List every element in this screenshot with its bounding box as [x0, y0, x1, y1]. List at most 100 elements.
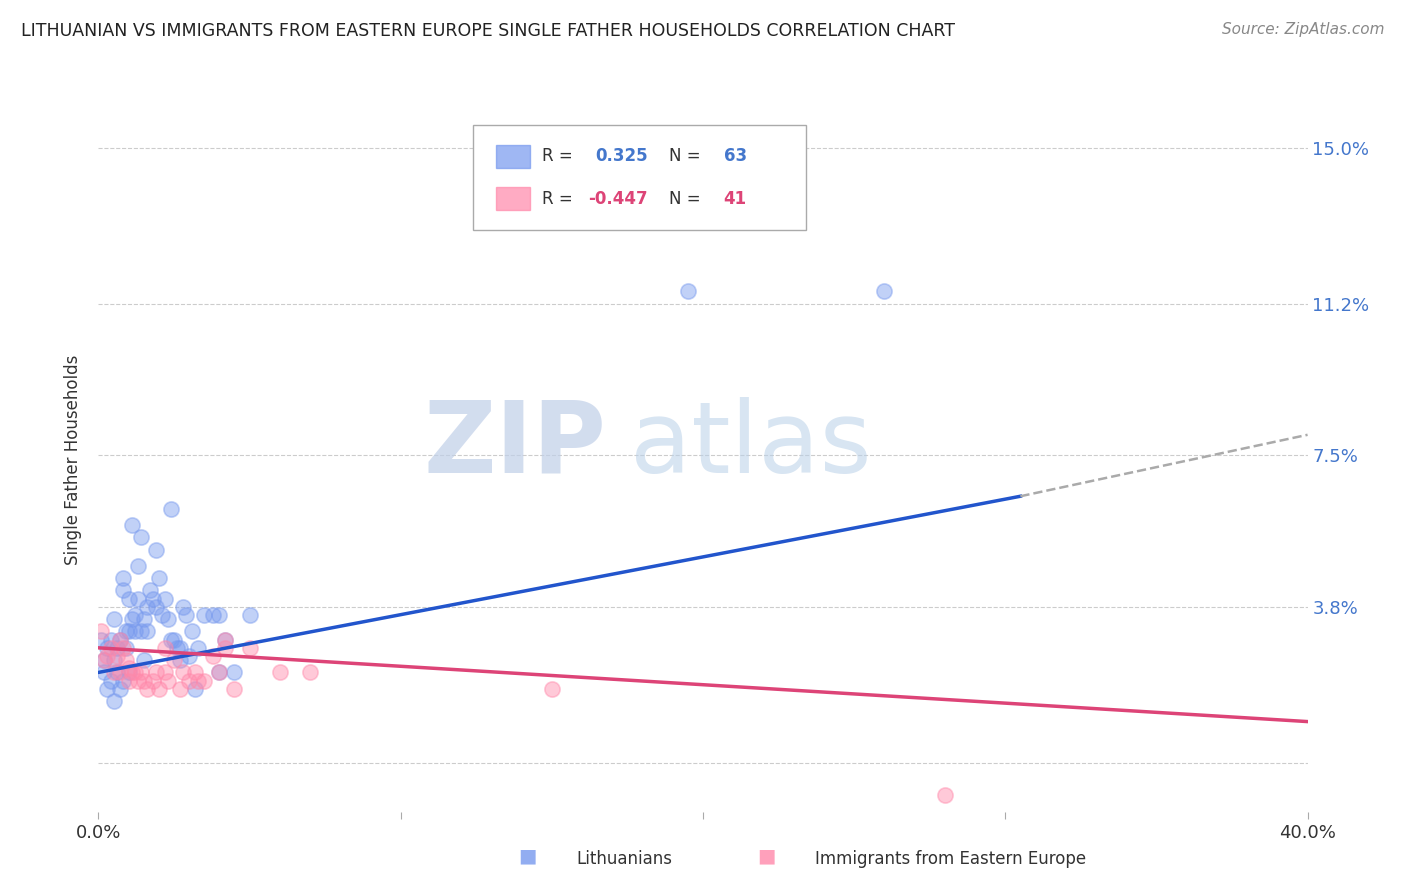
- Point: [127, 673, 149, 688]
- Point: [90, 624, 112, 639]
- Point: [124, 624, 146, 639]
- Point: [179, 648, 201, 663]
- Point: [129, 624, 152, 639]
- FancyBboxPatch shape: [496, 187, 530, 210]
- Point: [224, 681, 246, 696]
- Point: [121, 517, 143, 532]
- Point: [169, 640, 191, 655]
- Point: [208, 608, 231, 623]
- Point: [103, 665, 125, 680]
- Point: [239, 608, 262, 623]
- Point: [145, 665, 167, 680]
- Point: [118, 673, 141, 688]
- Point: [93, 653, 115, 667]
- Point: [172, 599, 194, 614]
- Point: [127, 558, 149, 573]
- Text: Immigrants from Eastern Europe: Immigrants from Eastern Europe: [815, 850, 1087, 868]
- Point: [111, 571, 134, 585]
- Text: ■: ■: [517, 847, 537, 866]
- Point: [108, 632, 131, 647]
- Point: [105, 640, 128, 655]
- Text: -0.447: -0.447: [588, 190, 648, 208]
- Point: [108, 632, 131, 647]
- Point: [269, 665, 291, 680]
- Point: [100, 632, 122, 647]
- Point: [163, 632, 186, 647]
- Point: [135, 599, 157, 614]
- Point: [132, 673, 155, 688]
- Point: [299, 665, 322, 680]
- Point: [118, 661, 141, 675]
- Point: [148, 571, 170, 585]
- Point: [114, 624, 136, 639]
- Point: [148, 681, 170, 696]
- Point: [184, 665, 207, 680]
- Text: ZIP: ZIP: [423, 397, 606, 494]
- Point: [100, 673, 122, 688]
- Point: [108, 665, 131, 680]
- Text: N =: N =: [669, 190, 706, 208]
- Point: [132, 653, 155, 667]
- Point: [114, 653, 136, 667]
- Point: [676, 285, 699, 299]
- Point: [163, 653, 186, 667]
- Text: LITHUANIAN VS IMMIGRANTS FROM EASTERN EUROPE SINGLE FATHER HOUSEHOLDS CORRELATIO: LITHUANIAN VS IMMIGRANTS FROM EASTERN EU…: [21, 22, 955, 40]
- Point: [129, 665, 152, 680]
- Point: [124, 665, 146, 680]
- Point: [93, 653, 115, 667]
- Point: [153, 665, 176, 680]
- Point: [103, 653, 125, 667]
- Point: [187, 673, 209, 688]
- Point: [118, 591, 141, 606]
- Text: ■: ■: [756, 847, 776, 866]
- Point: [153, 640, 176, 655]
- Point: [114, 640, 136, 655]
- Point: [174, 608, 197, 623]
- Point: [169, 681, 191, 696]
- Point: [193, 673, 215, 688]
- Point: [96, 640, 118, 655]
- Point: [139, 583, 162, 598]
- Text: N =: N =: [669, 147, 706, 165]
- Point: [121, 612, 143, 626]
- Point: [239, 640, 262, 655]
- Point: [153, 591, 176, 606]
- Point: [127, 591, 149, 606]
- Point: [111, 640, 134, 655]
- Point: [214, 632, 236, 647]
- Text: atlas: atlas: [630, 397, 872, 494]
- Point: [135, 624, 157, 639]
- Point: [160, 501, 183, 516]
- Point: [103, 612, 125, 626]
- Point: [934, 789, 956, 803]
- Point: [224, 665, 246, 680]
- Point: [150, 608, 173, 623]
- Text: Source: ZipAtlas.com: Source: ZipAtlas.com: [1222, 22, 1385, 37]
- Point: [96, 648, 118, 663]
- Point: [108, 681, 131, 696]
- Point: [208, 665, 231, 680]
- Text: Lithuanians: Lithuanians: [576, 850, 672, 868]
- Text: R =: R =: [543, 147, 578, 165]
- Point: [111, 673, 134, 688]
- Point: [156, 612, 179, 626]
- Point: [142, 673, 165, 688]
- Text: 63: 63: [724, 147, 747, 165]
- Point: [208, 665, 231, 680]
- Point: [118, 624, 141, 639]
- FancyBboxPatch shape: [474, 125, 806, 230]
- Point: [93, 665, 115, 680]
- Point: [540, 681, 562, 696]
- Point: [96, 681, 118, 696]
- Point: [193, 608, 215, 623]
- Point: [132, 612, 155, 626]
- Point: [145, 599, 167, 614]
- Point: [135, 681, 157, 696]
- Point: [187, 640, 209, 655]
- Point: [179, 673, 201, 688]
- Text: R =: R =: [543, 190, 578, 208]
- Point: [160, 632, 183, 647]
- Point: [166, 640, 188, 655]
- Point: [873, 285, 896, 299]
- Point: [214, 640, 236, 655]
